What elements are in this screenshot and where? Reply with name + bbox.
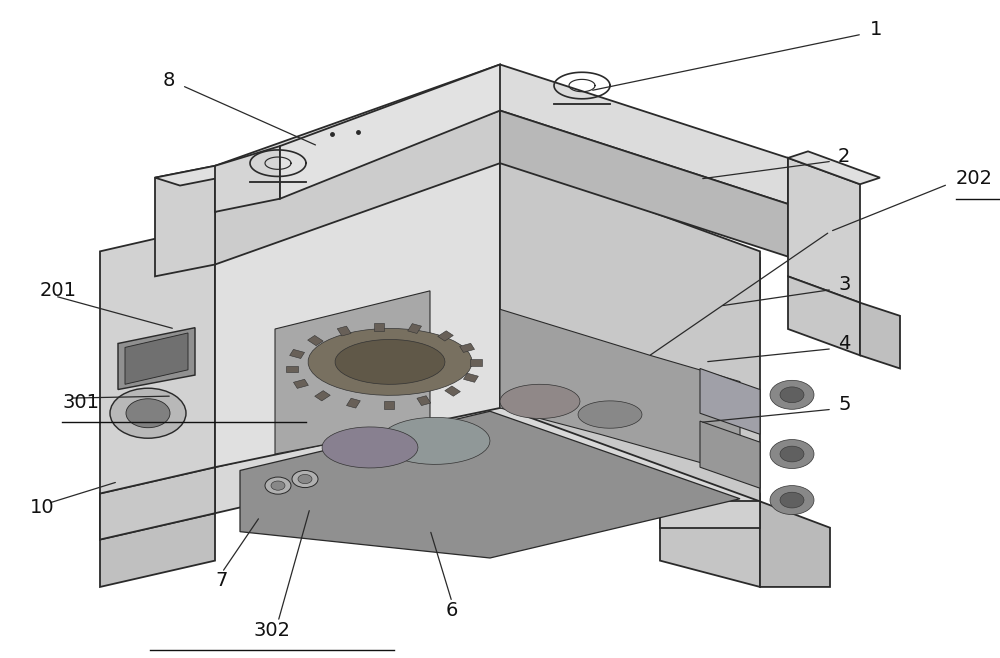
Text: 202: 202 (956, 170, 993, 188)
Text: 201: 201 (40, 282, 77, 300)
Text: 10: 10 (30, 499, 55, 517)
Circle shape (780, 446, 804, 462)
Polygon shape (788, 276, 860, 355)
Text: 2: 2 (838, 147, 850, 166)
Polygon shape (700, 421, 760, 488)
Text: 1: 1 (870, 20, 882, 39)
Bar (346, 398, 360, 408)
Bar (445, 386, 460, 396)
Circle shape (780, 492, 804, 508)
Text: 8: 8 (163, 71, 175, 89)
Circle shape (770, 486, 814, 515)
Polygon shape (380, 417, 490, 465)
Polygon shape (100, 401, 760, 540)
Text: 5: 5 (838, 395, 850, 414)
Bar (470, 359, 482, 366)
Bar (460, 343, 475, 353)
Bar (337, 326, 351, 336)
Circle shape (110, 388, 186, 438)
Polygon shape (500, 157, 760, 501)
Polygon shape (240, 411, 740, 558)
Polygon shape (100, 467, 215, 540)
Bar (293, 379, 308, 388)
Polygon shape (335, 340, 445, 384)
Polygon shape (215, 157, 500, 467)
Text: 4: 4 (838, 334, 850, 353)
Circle shape (770, 380, 814, 409)
Circle shape (780, 387, 804, 403)
Polygon shape (100, 225, 215, 494)
Polygon shape (215, 111, 500, 265)
Circle shape (298, 474, 312, 484)
Bar (438, 331, 453, 341)
Polygon shape (860, 303, 900, 368)
Polygon shape (660, 501, 760, 528)
Bar (408, 324, 422, 334)
Polygon shape (118, 328, 195, 390)
Circle shape (271, 481, 285, 490)
Polygon shape (500, 309, 740, 474)
Circle shape (292, 470, 318, 488)
Polygon shape (788, 151, 880, 184)
Bar (315, 391, 330, 401)
Polygon shape (215, 64, 788, 212)
Polygon shape (500, 384, 580, 418)
Text: 301: 301 (62, 393, 99, 412)
Bar (290, 349, 305, 359)
Polygon shape (155, 166, 215, 276)
Circle shape (265, 477, 291, 494)
Polygon shape (100, 467, 215, 540)
Polygon shape (280, 64, 500, 199)
Polygon shape (700, 368, 760, 434)
Polygon shape (760, 501, 830, 587)
Bar (286, 366, 298, 372)
Text: 302: 302 (254, 621, 290, 640)
Text: 3: 3 (838, 276, 850, 294)
Polygon shape (275, 291, 430, 454)
Polygon shape (308, 328, 472, 395)
Polygon shape (660, 501, 760, 587)
Polygon shape (578, 401, 642, 428)
Text: 7: 7 (216, 571, 228, 590)
Polygon shape (100, 513, 215, 587)
Polygon shape (215, 163, 760, 304)
Bar (308, 336, 323, 345)
Polygon shape (322, 427, 418, 468)
Bar (384, 401, 394, 409)
Polygon shape (155, 166, 240, 186)
Polygon shape (125, 333, 188, 384)
Polygon shape (215, 111, 500, 265)
Bar (374, 323, 384, 331)
Text: 6: 6 (446, 601, 458, 620)
Polygon shape (500, 111, 788, 257)
Polygon shape (788, 158, 860, 303)
Bar (463, 373, 478, 382)
Bar (417, 395, 431, 405)
Polygon shape (215, 146, 280, 212)
Circle shape (126, 399, 170, 428)
Circle shape (770, 440, 814, 468)
